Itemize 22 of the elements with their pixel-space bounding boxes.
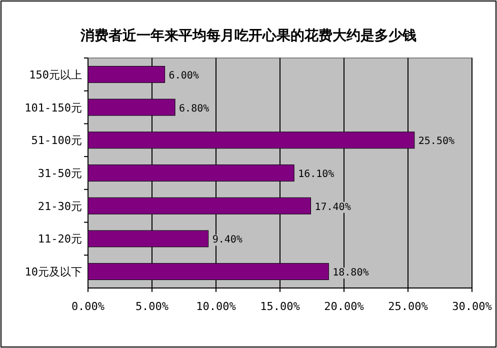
chart-title: 消费者近一年来平均每月吃开心果的花费大约是多少钱: [80, 27, 416, 44]
x-tick-label: 5.00%: [135, 300, 169, 313]
y-tick-label: 11-20元: [38, 232, 82, 246]
y-tick-label: 31-50元: [38, 167, 82, 180]
data-label: 6.80%: [179, 103, 210, 114]
data-label: 18.80%: [332, 268, 369, 279]
x-tick-label: 0.00%: [71, 300, 105, 313]
data-label: 6.00%: [168, 70, 199, 82]
data-label: 17.40%: [314, 202, 351, 213]
x-tick-label: 15.00%: [260, 300, 300, 313]
x-tick-label: 25.00%: [388, 300, 428, 313]
x-tick-label: 20.00%: [324, 300, 364, 313]
x-tick-label: 10.00%: [196, 300, 236, 313]
y-tick-label: 10元及以下: [24, 266, 82, 279]
y-tick-label: 51-100元: [31, 134, 82, 148]
y-tick-label: 101-150元: [24, 101, 82, 114]
data-label: 25.50%: [418, 136, 455, 148]
data-label: 9.40%: [212, 234, 242, 246]
data-label: 16.10%: [298, 169, 334, 180]
x-tick-label: 30.00%: [452, 300, 492, 313]
y-tick-label: 21-30元: [38, 200, 82, 213]
y-tick-label: 150元以上: [29, 68, 82, 82]
